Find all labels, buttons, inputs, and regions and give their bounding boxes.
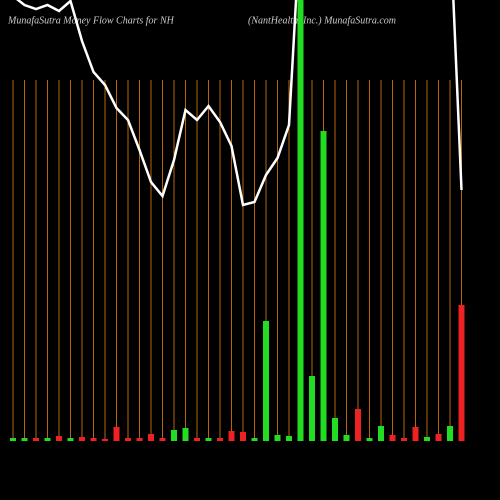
bar bbox=[182, 428, 189, 441]
bar bbox=[389, 435, 396, 441]
plot-area bbox=[10, 0, 465, 441]
bar bbox=[343, 435, 350, 441]
bar bbox=[240, 432, 246, 441]
bar bbox=[33, 438, 39, 441]
bar bbox=[125, 438, 131, 441]
bar bbox=[136, 438, 143, 441]
bar bbox=[205, 438, 212, 441]
bar bbox=[297, 0, 304, 441]
bar bbox=[366, 438, 373, 441]
bar bbox=[458, 305, 465, 441]
bar bbox=[148, 434, 154, 441]
bar bbox=[56, 436, 62, 441]
bar bbox=[435, 434, 442, 441]
bar bbox=[159, 438, 166, 441]
bar bbox=[194, 438, 200, 441]
bar bbox=[355, 409, 361, 441]
bar bbox=[412, 427, 419, 441]
bar bbox=[217, 438, 223, 441]
bar bbox=[90, 438, 97, 441]
bar bbox=[67, 438, 74, 441]
bar bbox=[286, 436, 292, 441]
bar bbox=[320, 131, 327, 441]
bar bbox=[401, 438, 407, 441]
bar bbox=[424, 437, 430, 441]
chart-title: MunafaSutra Money Flow Charts for NH bbox=[7, 15, 175, 26]
bar bbox=[263, 321, 269, 441]
bar bbox=[44, 438, 51, 441]
bar bbox=[332, 418, 338, 441]
bar bbox=[251, 438, 258, 441]
bar bbox=[274, 435, 281, 441]
bar bbox=[378, 426, 384, 441]
bar bbox=[447, 426, 453, 441]
bar bbox=[228, 431, 235, 441]
bar bbox=[102, 439, 108, 441]
bar bbox=[10, 438, 16, 441]
bar bbox=[309, 376, 315, 441]
price-line bbox=[16, 0, 463, 207]
bar bbox=[21, 438, 28, 441]
bar bbox=[79, 437, 85, 441]
chart-subtitle: (NantHealth, Inc.) MunafaSutra.com bbox=[248, 15, 396, 26]
bar bbox=[171, 430, 177, 441]
bar bbox=[113, 427, 120, 441]
